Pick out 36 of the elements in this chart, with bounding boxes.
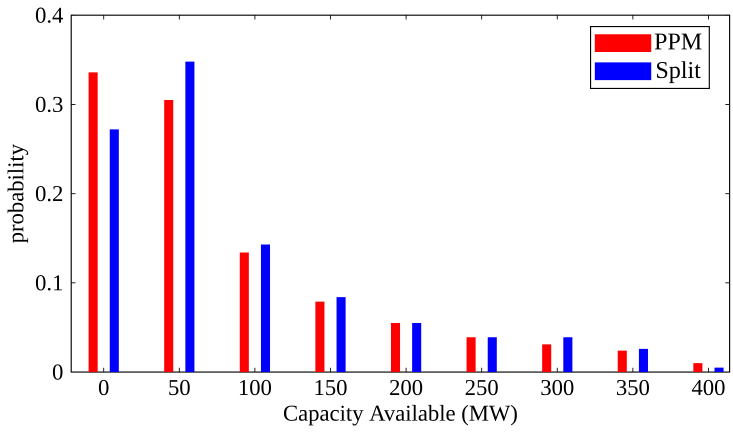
bar [390, 322, 400, 372]
x-tick-label: 250 [466, 380, 498, 396]
bar [260, 244, 270, 372]
bar [185, 62, 194, 372]
y-tick-label: 0 [52, 364, 63, 380]
y-tick-label: 0.4 [36, 8, 64, 23]
x-tick-label: 0 [98, 380, 109, 396]
bar [164, 100, 174, 372]
y-tick-label: 0.2 [36, 186, 62, 202]
bar [693, 363, 702, 372]
bar [563, 337, 572, 372]
y-tick-label: 0.1 [36, 275, 62, 291]
x-tick-label: 200 [390, 380, 422, 396]
x-axis-title: Capacity Available (MW) [284, 404, 517, 426]
bar [240, 252, 249, 372]
bar [315, 302, 324, 372]
bar [110, 129, 119, 372]
bar [88, 72, 98, 372]
bar [714, 368, 724, 372]
x-tick-label: 100 [240, 380, 272, 396]
x-tick-label: 400 [692, 380, 725, 396]
x-tick-label: 300 [541, 380, 574, 396]
x-tick-label: 50 [169, 380, 190, 396]
y-tick-label: 0.3 [36, 96, 62, 112]
bar [488, 337, 497, 372]
x-tick-label: 350 [616, 380, 649, 396]
legend-label: Split [657, 61, 701, 84]
bar [542, 344, 552, 372]
y-axis-title: probability [8, 144, 28, 243]
bar [466, 337, 476, 372]
bar [618, 350, 627, 372]
bar [412, 322, 422, 372]
legend-label: PPM [654, 34, 702, 50]
bar [336, 297, 346, 372]
x-tick-label: 150 [316, 380, 347, 396]
bar [638, 348, 648, 372]
